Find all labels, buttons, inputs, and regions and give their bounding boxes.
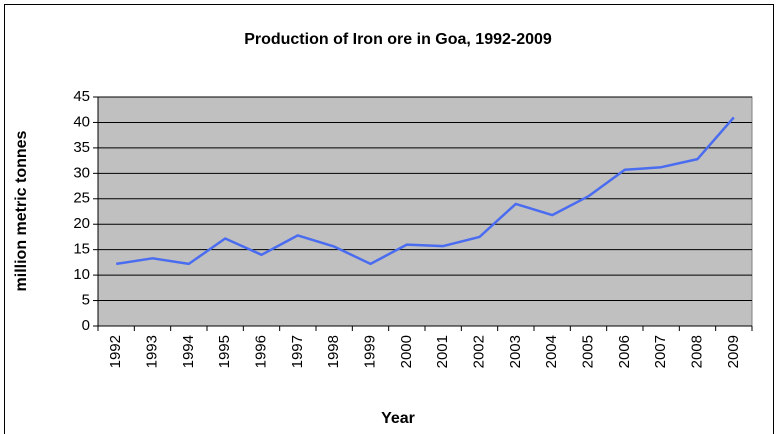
plot-area	[97, 96, 753, 327]
x-tick-label: 1995	[216, 335, 233, 368]
x-tick-label: 1994	[180, 335, 197, 368]
y-tick-label: 0	[82, 317, 90, 334]
y-tick-label: 45	[73, 88, 90, 105]
y-tick-label: 10	[73, 266, 90, 283]
x-tick-label: 2000	[398, 335, 415, 368]
x-axis-label: Year	[381, 410, 415, 427]
y-axis-label: million metric tonnes	[13, 130, 30, 291]
x-tick-label: 1999	[361, 335, 378, 368]
x-tick-label: 2007	[652, 335, 669, 368]
x-tick-label: 1998	[325, 335, 342, 368]
x-tick-label: 2009	[725, 335, 742, 368]
x-tick-label: 1996	[252, 335, 269, 368]
y-tick-label: 30	[73, 164, 90, 181]
x-tick-label: 2004	[543, 335, 560, 368]
y-tick-label: 5	[82, 292, 90, 309]
x-tick-label: 1997	[289, 335, 306, 368]
y-tick-label: 20	[73, 215, 90, 232]
data-line	[116, 116, 735, 266]
x-tick-label: 1993	[143, 335, 160, 368]
x-tick-label: 2003	[507, 335, 524, 368]
x-tick-label: 2005	[579, 335, 596, 368]
x-tick-label: 2006	[616, 335, 633, 368]
x-tick-label: 2008	[688, 335, 705, 368]
y-tick-label: 35	[73, 139, 90, 156]
y-tick-label: 40	[73, 113, 90, 130]
x-tick-label: 2002	[470, 335, 487, 368]
chart-title: Production of Iron ore in Goa, 1992-2009	[244, 31, 552, 48]
x-tick-label: 1992	[107, 335, 124, 368]
y-tick-label: 25	[73, 190, 90, 207]
x-tick-label: 2001	[434, 335, 451, 368]
y-tick-label: 15	[73, 241, 90, 258]
